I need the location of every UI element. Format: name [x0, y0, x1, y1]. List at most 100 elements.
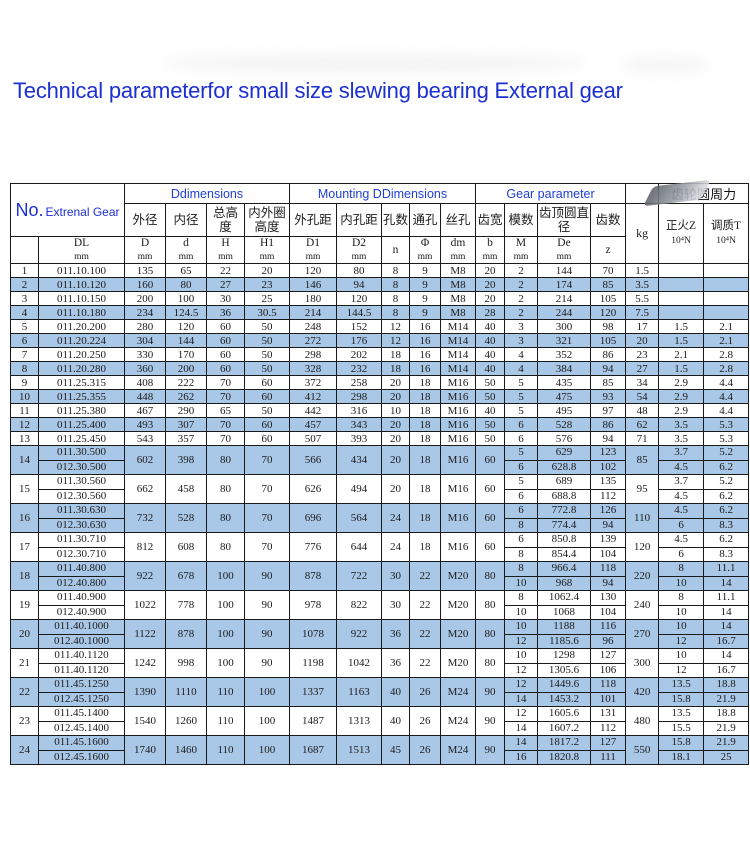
col-D2: 258: [336, 375, 383, 390]
col-DL: 011.40.900 012.40.900: [38, 590, 125, 620]
col-phi: 22: [409, 619, 442, 649]
col-force-T: 14 16.7: [703, 648, 750, 678]
col-M: 5: [504, 375, 539, 390]
col-dm: M16: [440, 375, 477, 390]
col-D1: 328: [289, 361, 338, 376]
col-D1: 978: [289, 590, 338, 620]
col-n: 8: [381, 291, 411, 306]
col-z: 85: [590, 375, 627, 390]
col-z: 105: [590, 333, 627, 348]
table-row: 15 011.30.560 012.30.560 662 458 80 70 626 494 20…: [10, 474, 750, 504]
kg-header: kg: [625, 203, 660, 264]
col-H: 60: [206, 333, 245, 348]
col-De: 352: [537, 347, 592, 362]
col-DL: 011.40.1000 012.40.1000: [38, 619, 125, 649]
col-force-T: 5.3: [703, 417, 750, 432]
col-DL: 011.30.710 012.30.710: [38, 532, 125, 562]
col-M: 12 14: [504, 677, 539, 707]
col-D1: 146: [289, 277, 338, 292]
col-n: 12: [381, 319, 411, 334]
table-row: 1 011.10.100 135 65 22 20 120 80 8 9 M8 20 2 144 70 1.5: [10, 263, 750, 278]
col-z: 86: [590, 417, 627, 432]
col-D: 408: [124, 375, 166, 390]
col-phi: 9: [409, 277, 442, 292]
col-De: 850.8 854.4: [537, 532, 592, 562]
col-D1: 272: [289, 333, 338, 348]
col-z: 86: [590, 347, 627, 362]
col-D2: 202: [336, 347, 383, 362]
col-H: 60: [206, 347, 245, 362]
corner-cell: No. Extrenal Gear: [10, 183, 125, 237]
col-H1: 100: [243, 735, 291, 765]
col-DL: 011.20.250: [38, 347, 125, 362]
col-d: 170: [165, 347, 207, 362]
col-b: 60: [475, 532, 506, 562]
col-force-T: 6.2 8.3: [703, 503, 750, 533]
col-phi: 22: [409, 590, 442, 620]
col-phi: 9: [409, 263, 442, 278]
col-D: 602: [124, 445, 166, 475]
col-b: 60: [475, 474, 506, 504]
col-kg: 62: [625, 417, 660, 432]
col-kg: 27: [625, 361, 660, 376]
col-kg: 550: [625, 735, 660, 765]
col-d: 222: [165, 375, 207, 390]
cn-header: 外径: [124, 203, 166, 237]
col-force-Z: 8 10: [658, 590, 705, 620]
col-D: 160: [124, 277, 166, 292]
col-b: 60: [475, 503, 506, 533]
col-z: 85: [590, 277, 627, 292]
col-De: 629 628.8: [537, 445, 592, 475]
col-d: 144: [165, 333, 207, 348]
group-mounting-dimensions: Mounting DDimensions: [289, 183, 477, 204]
col-D: 1022: [124, 590, 166, 620]
col-b: 20: [475, 277, 506, 292]
col-force-T: 2.1: [703, 319, 750, 334]
col-kg: 95: [625, 474, 660, 504]
col-b: 50: [475, 389, 506, 404]
col-D2: 144.5: [336, 305, 383, 320]
row-number: 12: [10, 417, 39, 432]
col-M: 5: [504, 403, 539, 418]
col-H1: 60: [243, 431, 291, 446]
col-dm: M16: [440, 431, 477, 446]
col-H: 30: [206, 291, 245, 306]
col-D2: 434: [336, 445, 383, 475]
col-force-Z: 4.5 6: [658, 503, 705, 533]
col-M: 8 10: [504, 561, 539, 591]
table-row: 24 011.45.1600 012.45.1600 1740 1460 110 100 16…: [10, 735, 750, 765]
col-DL: 011.25.355: [38, 389, 125, 404]
col-force-T: 4.4: [703, 403, 750, 418]
col-H: 100: [206, 590, 245, 620]
col-D2: 152: [336, 319, 383, 334]
col-De: 966.4 968: [537, 561, 592, 591]
col-D1: 412: [289, 389, 338, 404]
page-title: Technical parameterfor small size slewin…: [13, 78, 623, 103]
col-D1: 1078: [289, 619, 338, 649]
col-H1: 23: [243, 277, 291, 292]
row-number: 17: [10, 532, 39, 562]
col-De: 1188 1185.6: [537, 619, 592, 649]
col-De: 214: [537, 291, 592, 306]
col-force-T: 11.1 14: [703, 561, 750, 591]
cn-header: 丝孔: [440, 203, 477, 237]
col-phi: 18: [409, 389, 442, 404]
table-row: 23 011.45.1400 012.45.1400 1540 1260 110 100 14…: [10, 706, 750, 736]
col-DL: 011.25.380: [38, 403, 125, 418]
group-gear-parameter: Gear parameter: [475, 183, 627, 204]
col-force-Z: 10 12: [658, 648, 705, 678]
col-D1: 120: [289, 263, 338, 278]
col-H: 70: [206, 375, 245, 390]
col-force-Z: 13.5 15.8: [658, 677, 705, 707]
col-H1: 60: [243, 389, 291, 404]
col-n: 10: [381, 403, 411, 418]
col-dm: M16: [440, 403, 477, 418]
cn-header: 总高度: [206, 203, 245, 237]
